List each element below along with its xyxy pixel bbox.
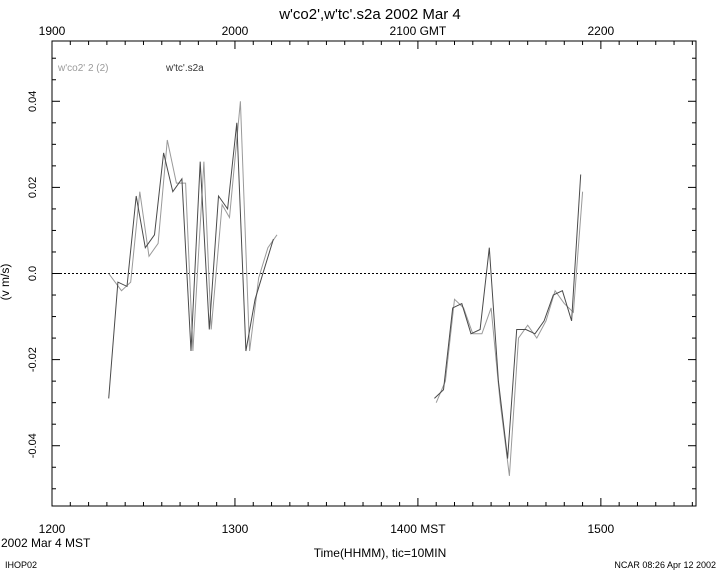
top-tick-label: 2200 [588, 24, 615, 38]
series-line-0-segment-0 [108, 101, 278, 352]
top-tick-label: 1900 [39, 24, 66, 38]
x-tick-label: 1400 MST [390, 522, 446, 536]
x-tick-label: 1500 [588, 522, 615, 536]
x-tick-label: 1300 [222, 522, 249, 536]
y-tick-label: -0.02 [27, 347, 39, 372]
y-tick-label: 0.02 [27, 177, 39, 198]
x-tick-label: 1200 [39, 522, 66, 536]
series-line-1-segment-1 [434, 174, 582, 459]
chart-title: w'co2',w'tc'.s2a 2002 Mar 4 [278, 6, 461, 23]
legend-entry-co2: w'co2' 2 (2) [57, 63, 109, 74]
project-caption: IHOP02 [5, 560, 37, 570]
legend-entry-tc: w'tc'.s2a [165, 63, 204, 74]
top-tick-label: 2100 GMT [390, 24, 447, 38]
source-caption: NCAR 08:26 Apr 12 2002 [614, 560, 716, 570]
series-line-1-segment-0 [108, 122, 274, 399]
y-axis-label: (v m/s) [0, 264, 12, 301]
y-tick-label: 0.0 [27, 266, 39, 281]
top-tick-label: 2000 [222, 24, 249, 38]
y-tick-label: 0.04 [27, 91, 39, 112]
x-axis-label: Time(HHMM), tic=10MIN [314, 546, 447, 560]
y-tick-label: -0.04 [27, 433, 39, 458]
series-line-0-segment-1 [435, 191, 584, 476]
date-caption: 2002 Mar 4 MST [1, 536, 91, 550]
